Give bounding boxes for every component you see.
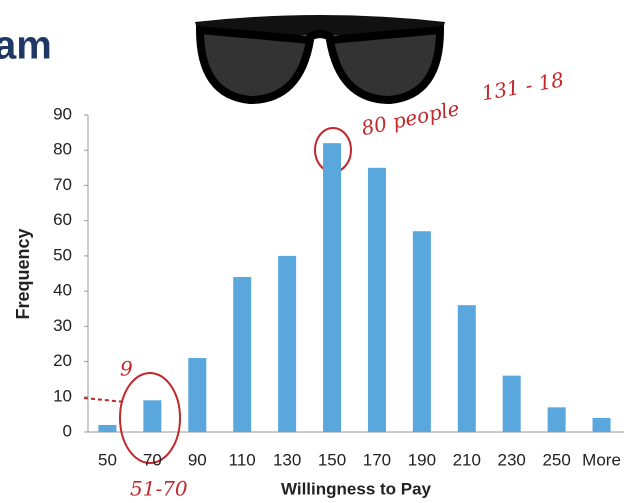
- y-tick-label: 30: [53, 316, 72, 335]
- y-tick-label: 80: [53, 140, 72, 159]
- bar: [188, 358, 206, 432]
- y-tick-label: 40: [53, 281, 72, 300]
- x-tick-label: 110: [229, 450, 256, 469]
- bar: [503, 376, 521, 432]
- x-tick-label: 130: [273, 450, 301, 469]
- y-tick-label: 10: [53, 386, 72, 405]
- x-tick-label: 170: [363, 450, 391, 469]
- bar: [278, 256, 296, 432]
- x-tick-label: 70: [143, 450, 162, 469]
- bar: [368, 168, 386, 432]
- x-axis-label: Willingness to Pay: [281, 479, 432, 498]
- bar: [143, 400, 161, 432]
- y-tick-label: 70: [53, 175, 72, 194]
- x-tick-label: 190: [408, 450, 436, 469]
- page: am Frequency Willingness to Pay 0 10 20 30 4…: [0, 0, 628, 503]
- x-tick-label: 50: [98, 450, 117, 469]
- y-tick-label: 0: [63, 421, 72, 440]
- bar: [458, 305, 476, 432]
- bar: [98, 425, 116, 432]
- x-tick-label: 210: [453, 450, 481, 469]
- bar: [593, 418, 611, 432]
- x-tick-label: 230: [498, 450, 526, 469]
- chart: am Frequency Willingness to Pay 0 10 20 30 4…: [0, 0, 628, 503]
- x-tick-label: More: [582, 450, 621, 469]
- annotation: 51-70: [130, 477, 188, 501]
- chart-title: am: [0, 24, 52, 68]
- y-tick-label: 60: [53, 210, 72, 229]
- y-axis-label: Frequency: [13, 228, 33, 319]
- annotation: 9: [120, 357, 133, 381]
- bar: [233, 277, 251, 432]
- bar: [413, 231, 431, 432]
- x-tick-label: 150: [318, 450, 346, 469]
- bar: [548, 407, 566, 432]
- y-tick-label: 20: [53, 351, 72, 370]
- y-tick-label: 90: [53, 104, 72, 123]
- y-tick-label: 50: [53, 245, 72, 264]
- x-tick-label: 90: [188, 450, 207, 469]
- bar: [323, 143, 341, 432]
- x-tick-label: 250: [542, 450, 570, 469]
